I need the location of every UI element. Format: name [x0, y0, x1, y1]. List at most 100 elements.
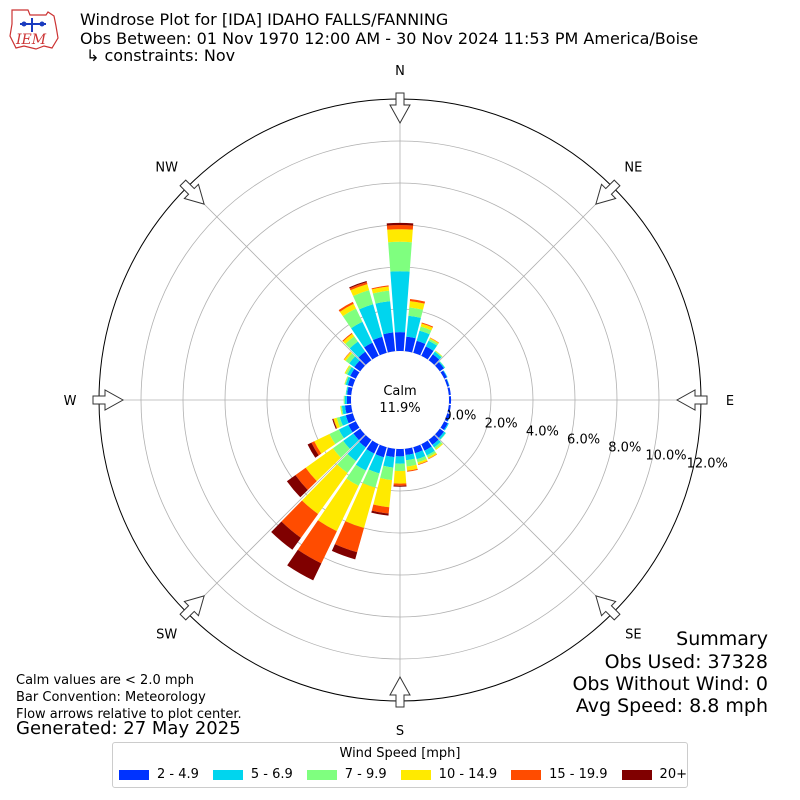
summary-heading: Summary: [676, 628, 768, 650]
legend-item: 2 - 4.9: [119, 767, 199, 782]
legend-swatch: [400, 769, 431, 780]
bar-segment: [359, 435, 372, 448]
legend-label: 7 - 9.9: [344, 767, 387, 782]
calm-label: Calm: [383, 384, 416, 399]
bar-segment: [371, 285, 389, 290]
bar-segment: [346, 386, 349, 395]
bar-segment: [343, 395, 345, 405]
bar-segment: [311, 441, 322, 456]
radial-tick-label: 6.0%: [567, 433, 600, 448]
bar-segment: [421, 322, 434, 328]
bar-segment: [271, 521, 301, 550]
flow-arrow: [675, 389, 708, 411]
bar-segment: [447, 414, 451, 422]
bar-segment: [349, 282, 368, 291]
bar-segment: [407, 468, 418, 472]
bar-segment: [339, 303, 356, 317]
bar-segment: [394, 332, 406, 352]
bar-segment: [286, 475, 308, 498]
bar-segment: [428, 435, 439, 445]
bar-segment: [338, 301, 354, 312]
bar-segment: [428, 338, 439, 346]
bar-segment: [345, 365, 352, 375]
bar-segment: [353, 290, 374, 310]
bar-segment: [404, 336, 416, 353]
bar-segment: [347, 386, 353, 396]
bar-segment: [375, 444, 387, 458]
grid-spoke: [186, 186, 366, 366]
bar-segment: [347, 377, 356, 387]
bar-segment: [346, 396, 352, 404]
bar-segment: [287, 549, 322, 581]
note-calm: Calm values are < 2.0 mph: [16, 673, 195, 688]
bar-segment: [440, 432, 447, 440]
bar-segment: [420, 323, 433, 331]
direction-label: SE: [625, 627, 641, 642]
bar-segment: [343, 351, 351, 360]
note-bar-convention: Bar Convention: Meteorology: [16, 690, 206, 705]
bar-segment: [354, 360, 365, 372]
bar-segment: [434, 441, 443, 450]
flow-arrow: [595, 595, 621, 621]
bar-segment: [395, 456, 405, 464]
bar-segment: [350, 368, 360, 379]
bar-segment: [416, 456, 427, 463]
bar-segment: [435, 362, 445, 372]
bar-segment: [443, 370, 448, 378]
direction-label: NE: [624, 161, 642, 176]
bar-segment: [331, 544, 358, 560]
bar-segment: [348, 421, 360, 433]
bar-segment: [343, 433, 359, 449]
svg-text:IEM: IEM: [15, 32, 47, 48]
bar-segment: [340, 405, 343, 415]
bar-segment: [393, 483, 407, 486]
bar-segment: [341, 405, 347, 415]
bar-segment: [385, 447, 396, 458]
bar-segment: [349, 356, 360, 368]
bar-segment: [440, 421, 448, 430]
flow-arrow: [389, 92, 411, 125]
bar-segment: [409, 299, 426, 304]
bar-segment: [428, 454, 438, 460]
bar-segment: [395, 448, 405, 457]
direction-label: SW: [156, 627, 177, 642]
bar-segment: [343, 333, 355, 344]
bar-segment: [344, 376, 349, 385]
bar-segment: [351, 321, 373, 348]
bar-segment: [355, 449, 375, 471]
radial-tick-label: 8.0%: [608, 441, 641, 456]
legend-title: Wind Speed [mph]: [339, 746, 461, 761]
chart-subtitle-dates: Obs Between: 01 Nov 1970 12:00 AM - 30 N…: [80, 29, 699, 48]
bar-segment: [438, 361, 445, 369]
legend-swatch: [306, 769, 337, 780]
generated-date: Generated: 27 May 2025: [16, 718, 241, 739]
legend-item: 10 - 14.9: [400, 767, 497, 782]
bar-segment: [425, 340, 438, 351]
bar-segment: [429, 337, 439, 344]
bar-segment: [295, 467, 317, 490]
legend-swatch: [511, 769, 542, 780]
bar-segment: [435, 428, 445, 438]
bar-segment: [424, 446, 435, 456]
bar-segment: [405, 453, 415, 461]
bar-segment: [386, 222, 414, 226]
radial-tick-label: 2.0%: [485, 417, 518, 432]
bar-segment: [368, 454, 384, 474]
bar-segment: [366, 440, 379, 454]
bar-segment: [414, 450, 426, 460]
bar-segment: [281, 500, 319, 538]
legend-swatch: [621, 769, 652, 780]
bar-segment: [344, 365, 350, 374]
flow-arrow: [389, 675, 411, 708]
bar-segment: [338, 424, 353, 439]
bar-segment: [371, 504, 390, 514]
flow-arrow: [595, 179, 621, 205]
bar-segment: [336, 416, 343, 428]
bar-segment: [350, 284, 370, 297]
bar-segment: [406, 464, 418, 471]
bar-segment: [349, 341, 366, 358]
bar-segment: [364, 342, 379, 360]
grid-spoke: [434, 186, 614, 366]
bar-segment: [372, 290, 391, 304]
